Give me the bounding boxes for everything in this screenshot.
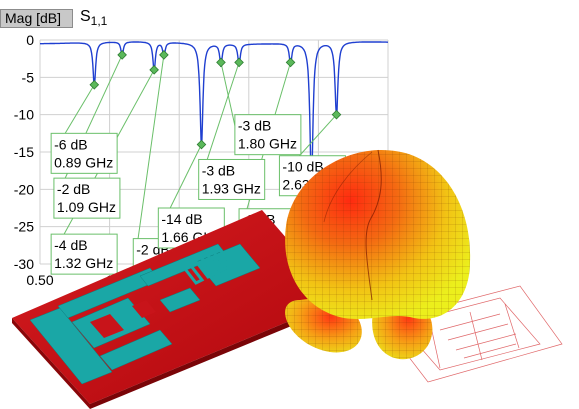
marker-db-label: -2 dB [57,181,90,197]
radiation-pattern-3d [285,149,471,360]
marker-callout-box [50,233,118,275]
y-tick-label: -10 [14,107,34,123]
y-tick-label: -30 [14,256,34,272]
marker-freq-label: 1.32 GHz [54,255,113,271]
marker-freq-label: 0.89 GHz [54,154,113,170]
marker-db-label: -3 dB [202,162,235,178]
marker-callout-box [53,177,121,219]
marker-leader [55,54,123,199]
magnitude-unit-badge: Mag [dB] [0,9,73,28]
marker-point [285,57,296,68]
marker-db-label: -10 dB [282,159,323,175]
marker-points [89,50,342,195]
marker-point [216,57,226,68]
y-tick-label: -5 [22,69,35,85]
marker-freq-label: 1.09 GHz [57,199,116,215]
marker-db-label: -6 dB [54,136,87,152]
s11-curve [40,41,388,193]
marker-callout: -4 dB 1.32 GHz [50,233,118,275]
x-tick-label: 0.50 [26,272,53,288]
marker-callout-box [50,132,118,174]
marker-callout: -3 dB 1.93 GHz [198,158,266,200]
marker-callout: -3 dB 1.80 GHz [234,114,302,156]
marker-leader [220,62,238,135]
marker-point [149,65,159,75]
s-parameter-label: S1,1 [80,8,108,29]
marker-point [159,50,169,60]
marker-db-label: -14 dB [161,211,202,227]
marker-point [234,57,244,68]
marker-point [89,79,100,90]
y-axis-ticks: 0 -5 -10 -15 -20 -25 -30 [14,32,34,272]
y-tick-label: -20 [14,181,34,197]
wireframe-antenna-icon [381,285,563,383]
y-tick-label: -15 [14,144,34,160]
marker-freq-label: 1.80 GHz [238,136,297,152]
pcb-antenna-render [12,210,340,409]
marker-callout: -6 dB 0.89 GHz [50,132,118,174]
s-parameter-subscript: 1,1 [90,14,108,29]
marker-callout: -2 dB 1.09 GHz [53,177,121,219]
y-tick-label: 0 [26,32,34,48]
marker-leader [134,54,165,259]
marker-db-label: -4 dB [54,237,87,253]
y-tick-label: -25 [14,219,34,235]
marker-point [196,139,207,150]
marker-point [117,50,127,60]
marker-db-label: -3 dB [238,118,271,134]
marker-callout-box [234,114,302,156]
marker-callout-box [198,158,266,200]
marker-point [331,109,342,120]
marker-freq-label: 1.93 GHz [202,180,261,196]
